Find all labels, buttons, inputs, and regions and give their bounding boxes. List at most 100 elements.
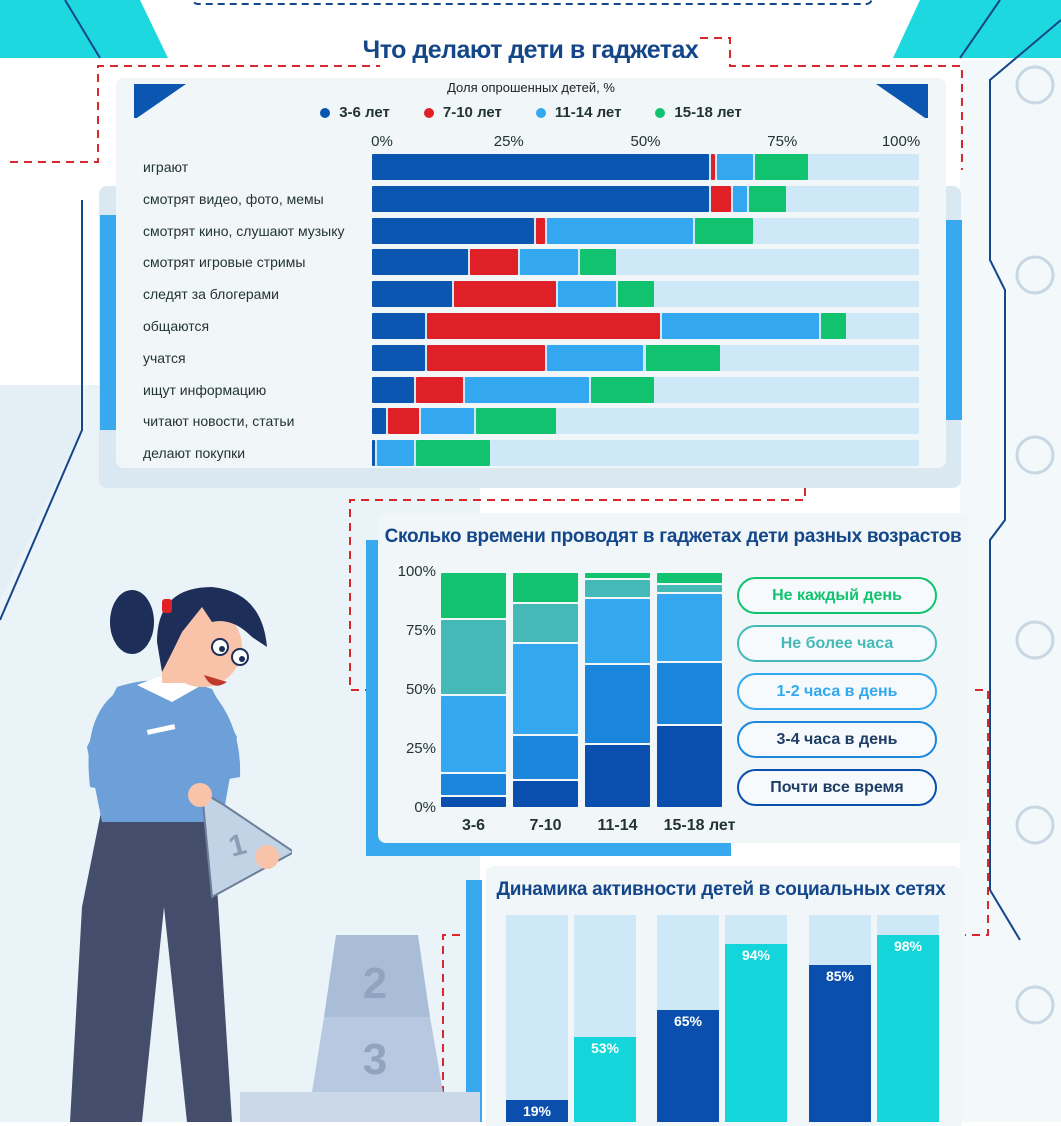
bar <box>877 935 939 1122</box>
stack-segment <box>513 735 578 779</box>
svg-text:3: 3 <box>363 1035 387 1084</box>
y-tick-label: 0% <box>414 799 436 816</box>
stack-segment <box>657 726 722 807</box>
row-label: играют <box>143 159 189 175</box>
row-label: учатся <box>143 349 186 366</box>
stack-segment <box>585 598 650 664</box>
bar-track <box>372 344 919 371</box>
legend-item: 7-10 лет <box>423 104 502 121</box>
stack-segment <box>585 665 650 744</box>
legend-label: 15-18 лет <box>674 104 742 121</box>
bar <box>725 944 787 1122</box>
stack-segment <box>585 745 650 807</box>
bar-background <box>506 915 568 1122</box>
bar-segment <box>470 249 518 276</box>
bar-segment <box>557 281 617 308</box>
bar-segment <box>388 408 420 435</box>
value-label: 85% <box>825 968 855 984</box>
bar-track <box>372 217 919 244</box>
bar-segment <box>754 154 808 180</box>
value-label: 19% <box>522 1103 552 1119</box>
bar-segment <box>372 154 710 180</box>
bar-segment <box>820 313 846 339</box>
y-tick-label: 75% <box>405 622 436 639</box>
chart1-legend: 3-6 лет 7-10 лет 11-14 лет 15-18 лет <box>116 104 946 121</box>
category-label: 7-10 <box>529 817 562 834</box>
chart1-title: Что делают дети в гаджетах <box>362 36 699 64</box>
stack-segment <box>441 797 506 807</box>
person-illustration: 1 <box>70 587 292 1122</box>
bar-segment <box>372 408 387 435</box>
bar-segment <box>426 313 660 339</box>
bar-track <box>372 376 919 403</box>
chart1-subtitle: Доля опрошенных детей, % <box>447 80 615 95</box>
legend-pill: Почти все время <box>737 769 937 806</box>
row-label: смотрят игровые стримы <box>143 254 306 271</box>
stack-segment <box>513 573 578 602</box>
bar-segment <box>645 344 721 371</box>
podium-illustration: 2 3 <box>240 935 480 1122</box>
bar-segment <box>536 217 546 244</box>
stack-segment <box>657 584 722 593</box>
y-tick-label: 100% <box>397 563 436 580</box>
bar-segment <box>372 281 453 308</box>
row-label: читают новости, статьи <box>143 413 295 430</box>
bar-segment <box>618 281 655 308</box>
chart2-title: Сколько времени проводят в гаджетах дети… <box>384 526 962 547</box>
legend-pill: Не каждый день <box>737 577 937 614</box>
bar-segment <box>372 376 414 403</box>
stack-segment <box>585 580 650 597</box>
bar-track <box>372 154 919 180</box>
x-tick-label: 0% <box>371 133 393 150</box>
y-tick-label: 25% <box>405 740 436 757</box>
legend-pill: 1-2 часа в день <box>737 673 937 710</box>
x-tick-label: 25% <box>493 133 524 150</box>
legend-dot <box>423 107 434 118</box>
bar-segment <box>590 376 655 403</box>
bar-segment <box>372 217 535 244</box>
category-label: 11-14 <box>597 817 638 834</box>
row-label: следят за блогерами <box>143 286 279 303</box>
bar-segment <box>372 440 376 467</box>
y-tick-label: 50% <box>405 681 436 698</box>
bar-segment <box>421 408 474 435</box>
legend-pill: 3-4 часа в день <box>737 721 937 758</box>
stack-segment <box>513 603 578 642</box>
stack-segment <box>513 780 578 807</box>
stack-segment <box>585 573 650 579</box>
bar-track <box>372 408 919 435</box>
bar-track <box>372 249 919 276</box>
row-label: смотрят кино, слушают музыку <box>143 222 345 239</box>
stack-segment <box>513 643 578 734</box>
chart3-title: Динамика активности детей в социальных с… <box>496 879 946 900</box>
legend-item: 11-14 лет <box>535 104 621 121</box>
stack-segment <box>441 695 506 772</box>
legend-dot <box>655 107 666 118</box>
bar-segment <box>372 344 425 371</box>
bar-segment <box>372 185 710 212</box>
bar <box>657 1010 719 1122</box>
value-label: 65% <box>673 1013 703 1029</box>
row-label: общаются <box>143 318 210 334</box>
bar <box>574 1037 636 1122</box>
bar-track <box>372 185 919 212</box>
bar-segment <box>372 249 469 276</box>
bar-segment <box>711 185 731 212</box>
panel-corner-decoration <box>134 84 928 118</box>
legend-dot <box>320 107 331 118</box>
x-tick-label: 50% <box>630 133 661 150</box>
row-label: делают покупки <box>143 445 246 462</box>
stack-segment <box>657 573 722 583</box>
stack-segment <box>441 773 506 796</box>
bar-segment <box>464 376 589 403</box>
bar-segment <box>547 344 644 371</box>
stack-segment <box>441 573 506 619</box>
bar-segment <box>415 440 491 467</box>
category-label: 3-6 <box>461 817 486 834</box>
bar-segment <box>372 313 425 339</box>
x-tick-label: 100% <box>881 133 921 150</box>
bar-segment <box>579 249 617 276</box>
bar-segment <box>547 217 693 244</box>
bar-segment <box>733 185 748 212</box>
bar-segment <box>377 440 414 467</box>
